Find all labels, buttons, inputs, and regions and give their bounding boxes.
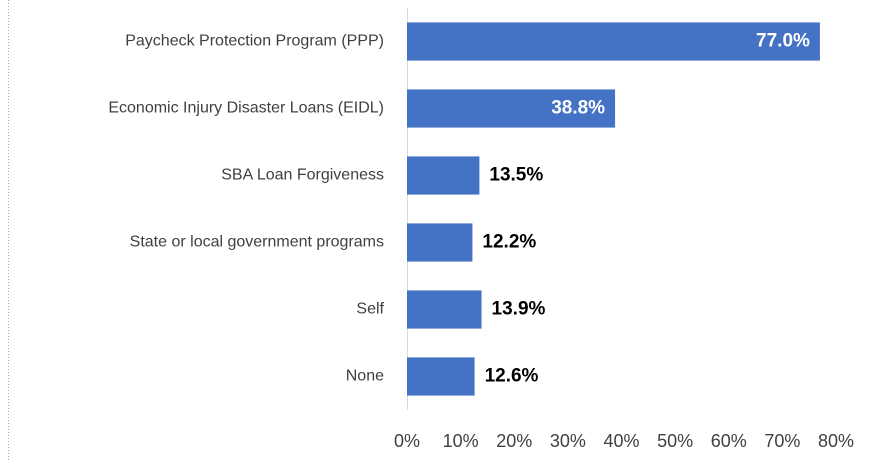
- bar: [407, 89, 616, 128]
- bar: [407, 357, 475, 396]
- x-tick-label: 40%: [603, 431, 639, 451]
- value-label: 77.0%: [756, 31, 810, 52]
- category-label: Economic Injury Disaster Loans (EIDL): [108, 100, 384, 117]
- category-label: None: [346, 368, 384, 385]
- x-tick-label: 0%: [394, 431, 420, 451]
- x-tick-label: 60%: [711, 431, 747, 451]
- x-tick-label: 30%: [550, 431, 586, 451]
- bar: [407, 290, 482, 329]
- category-label: SBA Loan Forgiveness: [221, 167, 384, 184]
- bar: [407, 223, 473, 262]
- x-tick-label: 10%: [443, 431, 479, 451]
- value-label: 13.5%: [489, 165, 543, 186]
- category-label: State or local government programs: [130, 234, 384, 251]
- value-label: 13.9%: [492, 299, 546, 320]
- category-label: Paycheck Protection Program (PPP): [125, 33, 384, 50]
- bar: [407, 156, 480, 195]
- value-label: 12.6%: [485, 366, 539, 387]
- bar: [407, 22, 820, 61]
- x-tick-label: 70%: [764, 431, 800, 451]
- x-tick-label: 50%: [657, 431, 693, 451]
- value-label: 38.8%: [551, 98, 605, 119]
- category-label: Self: [356, 301, 384, 318]
- x-tick-label: 80%: [818, 431, 854, 451]
- value-label: 12.2%: [482, 232, 536, 253]
- x-tick-label: 20%: [496, 431, 532, 451]
